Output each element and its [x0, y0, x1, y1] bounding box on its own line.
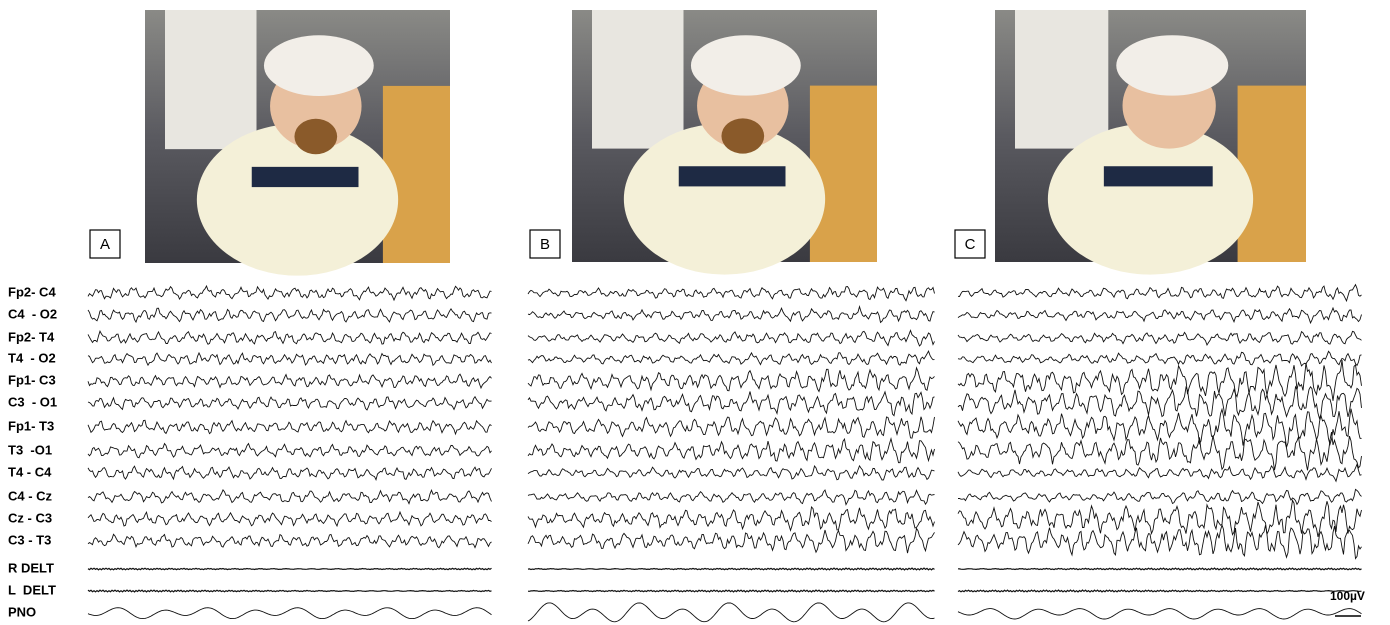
- panel-label: B: [540, 236, 550, 253]
- eeg-trace: [528, 417, 935, 438]
- channel-label: T4 - C4: [8, 464, 52, 479]
- eeg-trace: [958, 568, 1362, 570]
- photo: [572, 10, 877, 275]
- eeg-trace: [88, 466, 492, 480]
- photo-adult: [383, 86, 450, 263]
- channel-label: T3 -O1: [8, 442, 52, 457]
- channel-label: C3 - T3: [8, 532, 51, 547]
- photo-strap: [252, 167, 359, 187]
- photo-pacifier: [721, 118, 764, 153]
- eeg-trace: [958, 432, 1362, 470]
- channel-label: C4 - Cz: [8, 488, 53, 503]
- photo-adult: [1238, 86, 1306, 262]
- eeg-trace: [958, 464, 1362, 481]
- eeg-trace: [528, 351, 935, 365]
- eeg-trace: [528, 603, 935, 622]
- panel-label: C: [965, 236, 976, 253]
- eeg-trace: [88, 374, 492, 388]
- channel-label: Fp1- C3: [8, 372, 56, 387]
- eeg-trace: [528, 507, 935, 530]
- eeg-trace: [958, 285, 1362, 301]
- eeg-trace: [528, 439, 935, 463]
- photo-hat: [1116, 35, 1228, 95]
- photo-strap: [679, 166, 786, 186]
- eeg-trace: [528, 568, 935, 570]
- photo-body: [624, 123, 825, 274]
- photo-pacifier: [294, 119, 337, 154]
- eeg-trace: [88, 331, 492, 344]
- eeg-trace: [958, 360, 1362, 401]
- eeg-trace: [958, 590, 1362, 592]
- channel-label: R DELT: [8, 560, 54, 575]
- channel-label: L DELT: [8, 582, 56, 597]
- photo-body: [197, 124, 398, 276]
- eeg-trace: [88, 568, 492, 570]
- eeg-trace: [958, 489, 1362, 504]
- photo: [145, 10, 450, 276]
- eeg-trace: [958, 387, 1362, 419]
- eeg-trace: [88, 444, 492, 458]
- eeg-trace: [88, 420, 492, 434]
- eeg-trace: [528, 528, 935, 553]
- eeg-trace: [958, 331, 1362, 345]
- eeg-trace: [528, 307, 935, 323]
- eeg-trace: [88, 590, 492, 592]
- channel-label: C3 - O1: [8, 394, 57, 409]
- eeg-trace: [528, 392, 935, 416]
- eeg-trace: [528, 466, 935, 480]
- eeg-trace: [958, 308, 1362, 323]
- eeg-trace: [958, 500, 1362, 537]
- figure: 100µV ABCFp2- C4C4 - O2Fp2- T4T4 - O2Fp1…: [0, 0, 1390, 625]
- photo-curtain: [1015, 10, 1108, 149]
- channel-label: Fp2- T4: [8, 329, 55, 344]
- channel-label: Cz - C3: [8, 510, 52, 525]
- photo-strap: [1104, 166, 1213, 186]
- eeg-trace: [528, 490, 935, 505]
- channel-label: C4 - O2: [8, 306, 57, 321]
- eeg-trace: [88, 534, 492, 547]
- photo-hat: [264, 35, 374, 96]
- eeg-trace: [88, 608, 492, 619]
- eeg-trace: [88, 286, 492, 300]
- eeg-trace: [528, 590, 935, 592]
- photo-hat: [691, 35, 801, 95]
- eeg-trace: [88, 308, 492, 322]
- eeg-trace: [88, 397, 492, 410]
- channel-label: PNO: [8, 604, 36, 619]
- eeg-trace: [958, 351, 1362, 366]
- eeg-trace: [88, 490, 492, 504]
- channel-label: Fp2- C4: [8, 284, 56, 299]
- photo-body: [1048, 123, 1253, 274]
- eeg-trace: [528, 330, 935, 346]
- panel-label: A: [100, 236, 110, 253]
- photo-curtain: [165, 10, 257, 149]
- eeg-trace: [528, 287, 935, 301]
- eeg-trace: [528, 368, 935, 392]
- photo: [995, 10, 1306, 275]
- eeg-trace: [958, 609, 1362, 619]
- photo-adult: [810, 86, 877, 262]
- eeg-trace: [88, 353, 492, 365]
- photo-curtain: [592, 10, 684, 149]
- channel-label: T4 - O2: [8, 350, 56, 365]
- channel-label: Fp1- T3: [8, 418, 54, 433]
- figure-canvas: 100µV ABCFp2- C4C4 - O2Fp2- T4T4 - O2Fp1…: [0, 0, 1390, 625]
- eeg-trace: [88, 512, 492, 526]
